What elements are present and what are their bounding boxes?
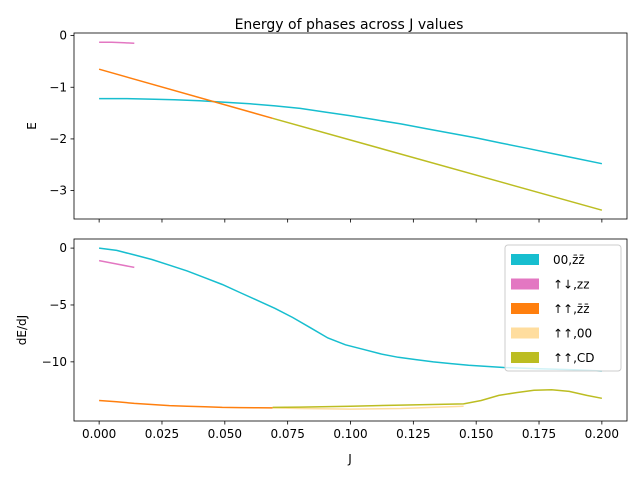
- energy-y-tick-label: −1: [49, 80, 67, 94]
- energy-series-layer: [98, 41, 603, 211]
- derivative-series-3: [272, 405, 464, 410]
- legend-swatch: [511, 352, 539, 363]
- derivative-x-tick-label: 0.075: [270, 427, 304, 441]
- derivative-y-tick-label: 0: [59, 241, 67, 255]
- legend-label: 00,z̄z̄: [553, 253, 585, 267]
- legend-swatch: [511, 303, 539, 314]
- energy-y-tick-label: 0: [59, 29, 67, 43]
- derivative-x-tick-label: 0.100: [333, 427, 367, 441]
- energy-series-0: [99, 97, 603, 165]
- derivative-x-tick-label: 0.125: [396, 427, 430, 441]
- energy-x-ticks: [98, 219, 603, 223]
- energy-series-3: [272, 117, 603, 211]
- legend-label: ↑↑,CD: [553, 351, 595, 365]
- legend-frame: [504, 244, 622, 372]
- chart-title: Energy of phases across J values: [235, 17, 464, 33]
- legend-swatch: [511, 327, 539, 339]
- derivative-axes-frame: [73, 238, 628, 422]
- derivative-x-tick-label: 0.200: [585, 427, 619, 441]
- derivative-y-tick-label: −5: [49, 298, 67, 312]
- energy-y-tick-label: −2: [49, 132, 67, 146]
- energy-y-label: E: [25, 122, 39, 130]
- energy-panel: 0 −1 −2 −3 E: [25, 29, 628, 223]
- derivative-y-tick-label: −10: [42, 355, 67, 369]
- legend-label: ↑↓,zz: [553, 278, 590, 292]
- legend-swatch: [511, 254, 539, 265]
- x-axis-label: J: [347, 452, 352, 466]
- energy-y-ticks: 0 −1 −2 −3: [49, 29, 74, 198]
- legend-label: ↑↑,00: [553, 327, 592, 341]
- energy-series-1: [99, 41, 135, 45]
- derivative-series-4: [272, 388, 603, 409]
- legend: 00,z̄z̄ ↑↓,zz ↑↑,z̄z̄ ↑↑,00 ↑↑,CD: [504, 244, 622, 372]
- derivative-series-1: [98, 259, 135, 269]
- energy-series-2: [98, 68, 273, 120]
- derivative-x-tick-label: 0.050: [208, 427, 242, 441]
- derivative-x-ticks: 0.000 0.025 0.050 0.075 0.100 0.125 0.150 0.175…: [82, 421, 619, 441]
- energy-axes-frame: [73, 32, 628, 220]
- derivative-y-ticks: 0 −5 −10: [42, 241, 74, 369]
- derivative-x-tick-label: 0.150: [459, 427, 493, 441]
- derivative-series-2: [99, 399, 273, 409]
- legend-swatch: [511, 278, 539, 290]
- energy-y-tick-label: −3: [49, 184, 67, 198]
- derivative-x-tick-label: 0.000: [82, 427, 116, 441]
- legend-label: ↑↑,z̄z̄: [553, 302, 590, 316]
- derivative-x-tick-label: 0.025: [145, 427, 179, 441]
- derivative-x-tick-label: 0.175: [522, 427, 556, 441]
- derivative-y-label: dE/dJ: [15, 315, 29, 345]
